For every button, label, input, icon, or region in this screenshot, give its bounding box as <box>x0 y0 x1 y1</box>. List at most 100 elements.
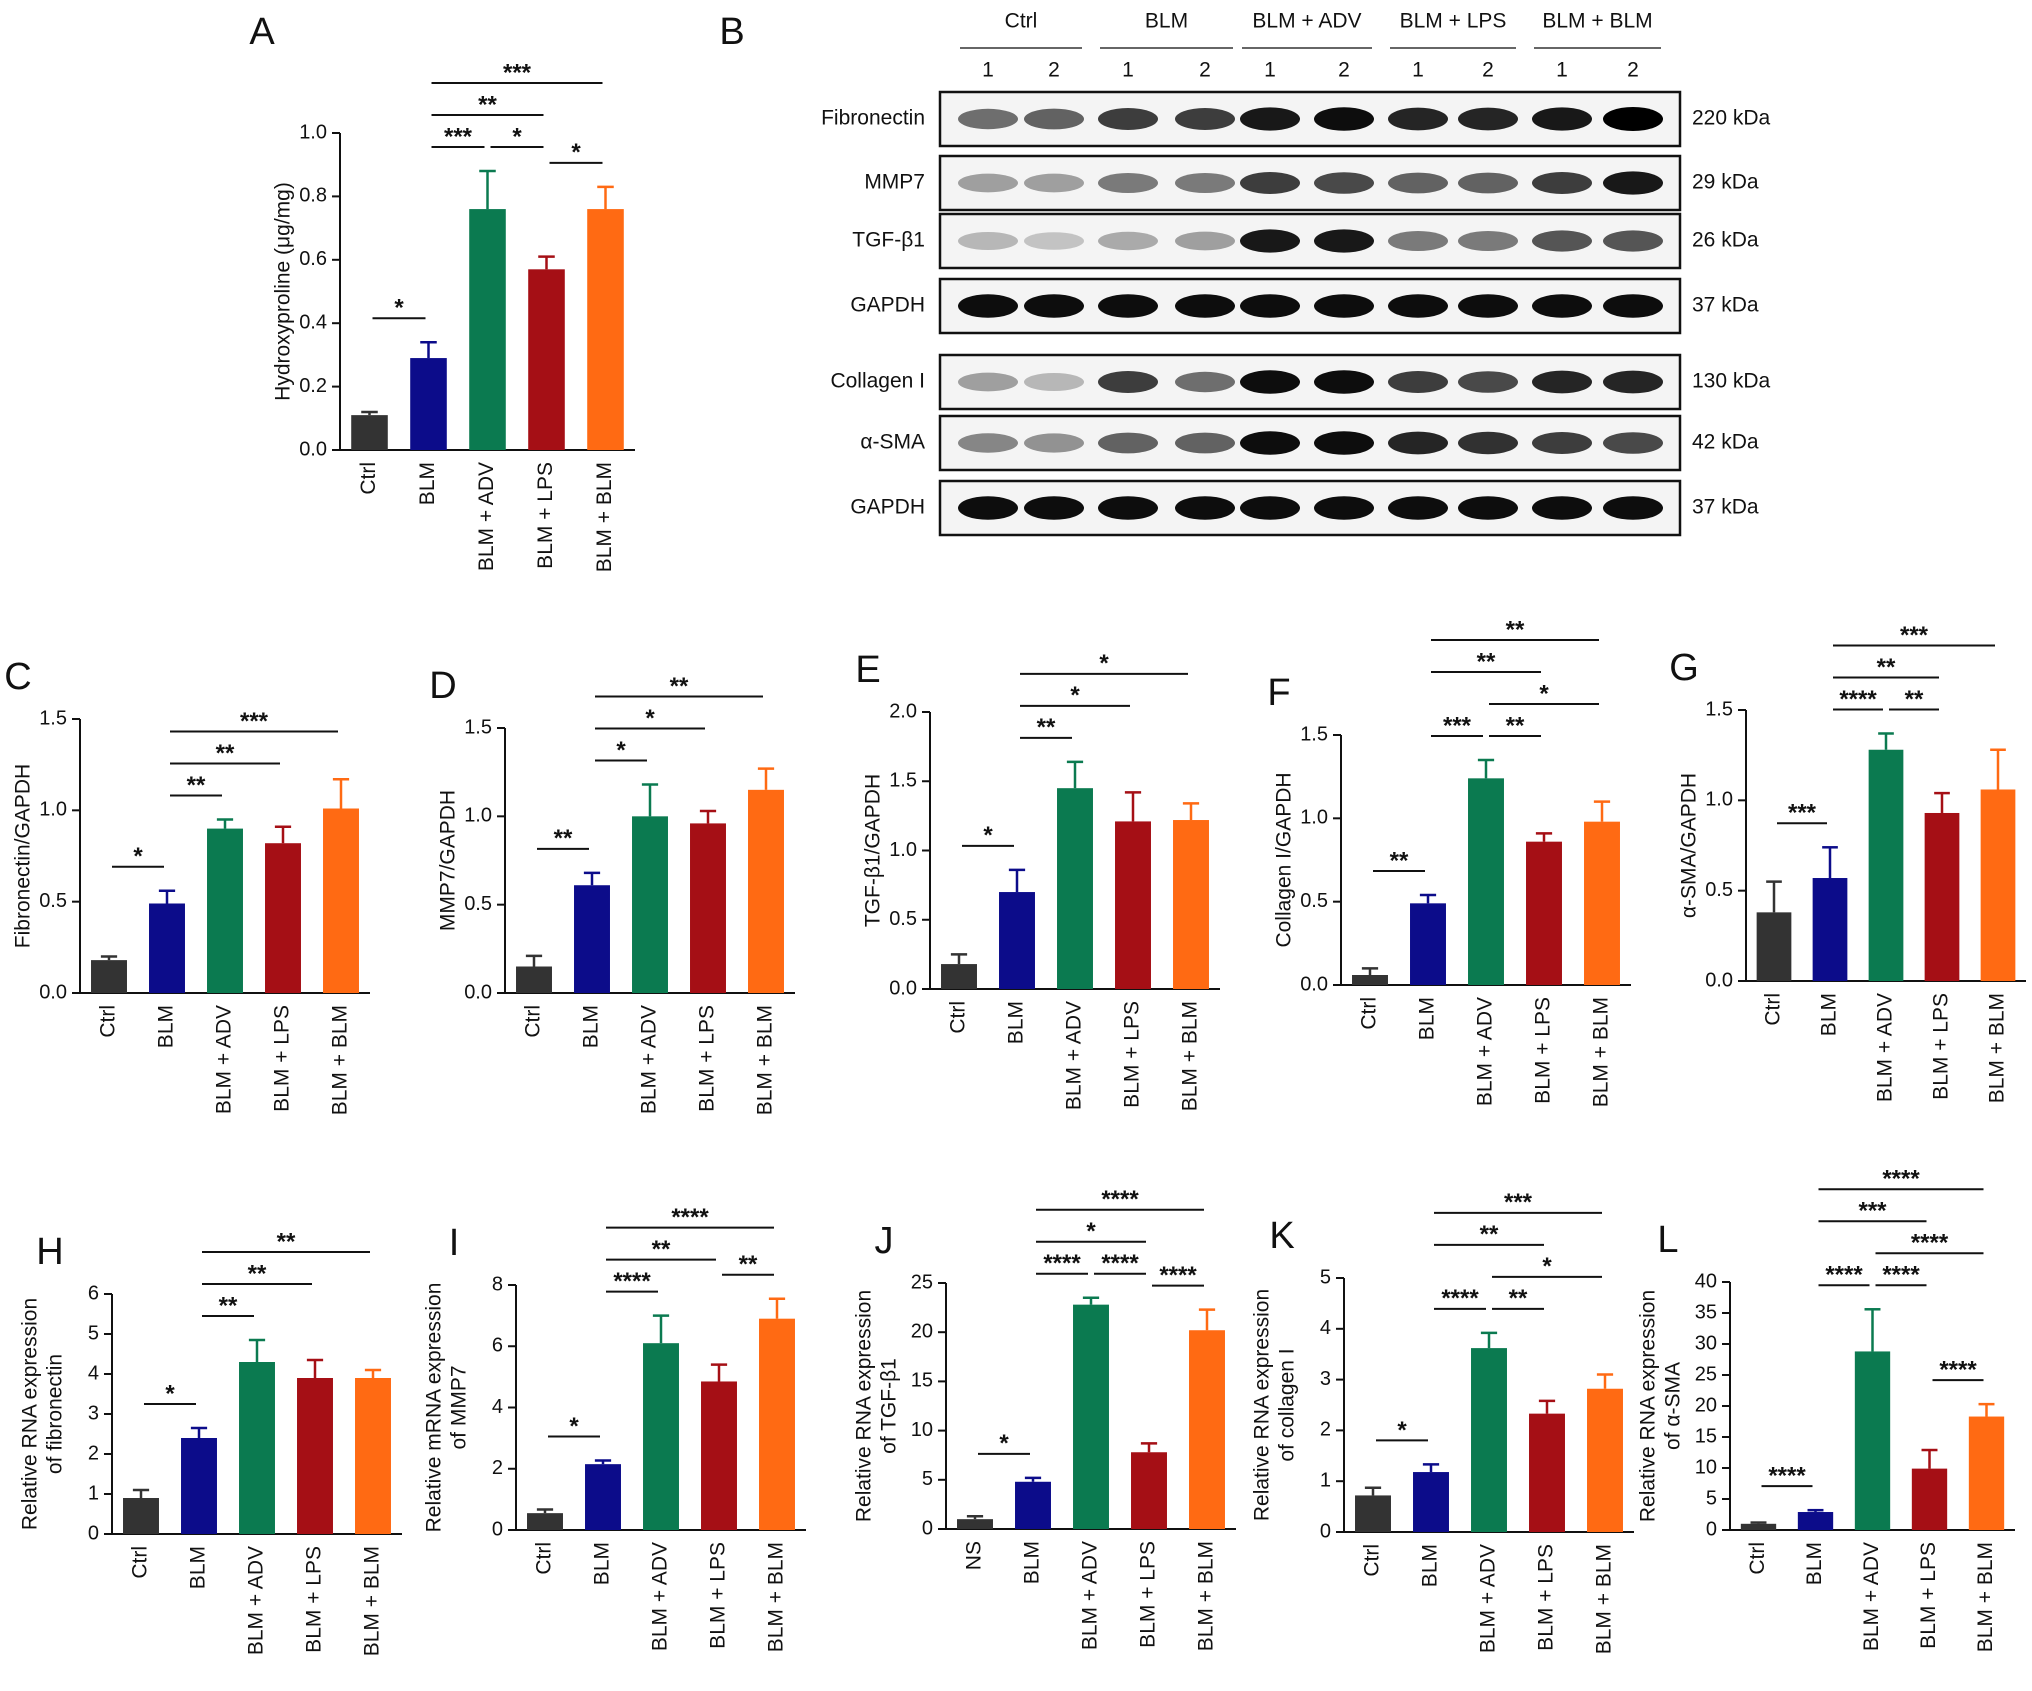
blot-band <box>1458 431 1518 455</box>
row-label: GAPDH <box>850 496 925 519</box>
size-label: 26 kDa <box>1692 229 1759 252</box>
blot-band <box>1458 172 1518 194</box>
panel-letter: C <box>4 656 31 698</box>
blot-band <box>1458 496 1518 520</box>
significance-label: * <box>569 1413 579 1440</box>
significance-label: ** <box>1480 1221 1499 1248</box>
y-tick-label: 1.5 <box>464 716 492 738</box>
panel-letter: K <box>1269 1215 1294 1257</box>
significance-label: ** <box>1390 847 1409 874</box>
row-label: MMP7 <box>864 171 925 194</box>
x-tick-label: Ctrl <box>1358 997 1381 1030</box>
significance-label: *** <box>1900 622 1929 649</box>
lane-label: 1 <box>1264 59 1276 82</box>
significance-label: **** <box>671 1204 709 1231</box>
blot-band <box>1458 107 1518 131</box>
x-tick-label: BLM + LPS <box>696 1005 719 1112</box>
bar <box>123 1498 159 1534</box>
blot-band <box>958 108 1018 130</box>
bar <box>748 789 784 993</box>
blot-band <box>1024 173 1084 193</box>
blot-frame <box>938 414 1682 472</box>
significance-label: ** <box>216 740 235 767</box>
lane-label: 2 <box>1048 59 1060 82</box>
y-tick-label: 3 <box>1320 1368 1331 1390</box>
y-tick-label: 25 <box>1695 1363 1717 1385</box>
bar <box>632 816 668 993</box>
significance-label: ** <box>652 1236 671 1263</box>
y-tick-label: 1.0 <box>889 839 917 861</box>
blot-band <box>958 294 1018 318</box>
significance-label: ** <box>187 772 206 799</box>
blot-band <box>1240 172 1300 194</box>
y-tick-label: 2.0 <box>889 700 917 722</box>
blot-band <box>1098 173 1158 193</box>
x-tick-label: BLM + BLM <box>1590 997 1613 1107</box>
blot-band <box>1024 433 1084 453</box>
x-tick-label: Ctrl <box>129 1546 152 1579</box>
x-tick-label: BLM + BLM <box>1986 993 2009 1103</box>
blot-band <box>1240 294 1300 318</box>
x-tick-label: BLM + BLM <box>754 1005 777 1115</box>
significance-label: * <box>983 822 993 849</box>
significance-label: * <box>999 1430 1009 1457</box>
significance-label: **** <box>1101 1186 1139 1213</box>
x-tick-label: BLM + ADV <box>638 1005 661 1114</box>
y-tick-label: 8 <box>492 1273 503 1295</box>
blot-band <box>1314 496 1374 520</box>
lane-label: 1 <box>982 59 994 82</box>
significance-label: **** <box>613 1268 651 1295</box>
panel-letter: G <box>1669 647 1699 689</box>
blot-band <box>1314 431 1374 455</box>
significance-label: *** <box>1858 1198 1887 1225</box>
significance-label: **** <box>1441 1285 1479 1312</box>
group-label: BLM + LPS <box>1400 10 1507 33</box>
bar <box>1980 789 2016 981</box>
x-tick-label: Ctrl <box>97 1005 120 1038</box>
x-tick-label: BLM + BLM <box>1974 1542 1997 1652</box>
lane-label: 2 <box>1199 59 1211 82</box>
blot-band <box>1314 229 1374 253</box>
significance-label: * <box>133 843 143 870</box>
bar <box>1584 821 1620 985</box>
blot-band <box>1458 231 1518 251</box>
y-tick-label: 1 <box>1320 1469 1331 1491</box>
x-tick-label: BLM + BLM <box>361 1546 384 1656</box>
blot-band <box>1458 294 1518 318</box>
y-axis-label: MMP7/GAPDH <box>437 790 460 931</box>
y-axis-label: of MMP7 <box>448 1365 471 1449</box>
bar <box>149 903 185 993</box>
significance-label: ** <box>554 825 573 852</box>
y-tick-label: 40 <box>1695 1270 1717 1292</box>
blot-band <box>1603 230 1663 252</box>
blot-band <box>1024 294 1084 318</box>
x-tick-label: BLM + BLM <box>1195 1541 1218 1651</box>
y-tick-label: 0.5 <box>1705 879 1733 901</box>
blot-band <box>1098 231 1158 251</box>
significance-label: * <box>1070 682 1080 709</box>
significance-label: * <box>645 705 655 732</box>
y-tick-label: 0.0 <box>889 977 917 999</box>
significance-label: **** <box>1882 1262 1920 1289</box>
x-tick-label: Ctrl <box>522 1005 545 1038</box>
y-tick-label: 4 <box>88 1362 99 1384</box>
bar <box>1352 975 1388 985</box>
bar <box>690 823 726 993</box>
y-tick-label: 2 <box>492 1457 503 1479</box>
x-tick-label: BLM <box>1818 993 1841 1036</box>
y-axis-label: Fibronectin/GAPDH <box>12 764 35 948</box>
size-label: 37 kDa <box>1692 294 1759 317</box>
y-axis-label: TGF-β1/GAPDH <box>862 774 885 927</box>
y-tick-label: 1.0 <box>1300 807 1328 829</box>
blot-band <box>1388 231 1448 251</box>
blot-band <box>1098 294 1158 318</box>
bar <box>1797 1512 1834 1530</box>
blot-band <box>1388 371 1448 393</box>
significance-label: ** <box>219 1292 238 1319</box>
significance-label: * <box>1539 680 1549 707</box>
y-axis-label: of TGF-β1 <box>878 1358 901 1454</box>
y-tick-label: 1.0 <box>299 121 327 143</box>
blot-band <box>1175 108 1235 130</box>
y-tick-label: 1.0 <box>39 799 67 821</box>
bar <box>1756 912 1792 981</box>
